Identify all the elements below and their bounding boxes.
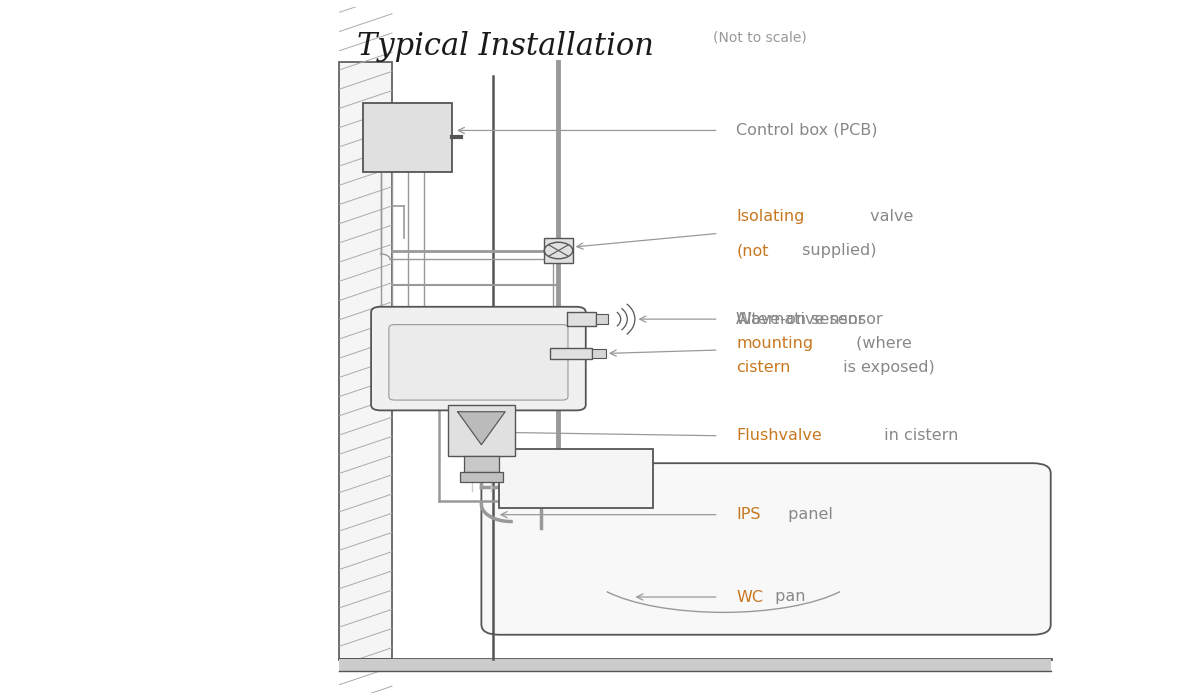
Text: is exposed): is exposed) (838, 360, 935, 374)
Bar (340, 659, 1051, 671)
Bar (545, 238, 572, 263)
Bar (566, 312, 596, 326)
Bar (592, 349, 606, 358)
Text: Alternative sensor: Alternative sensor (737, 312, 883, 327)
FancyBboxPatch shape (389, 325, 568, 400)
Text: in cistern: in cistern (878, 428, 958, 443)
Text: (where: (where (852, 335, 912, 351)
Text: cistern: cistern (737, 360, 791, 374)
Text: panel: panel (784, 508, 833, 522)
FancyBboxPatch shape (371, 307, 586, 410)
Bar (448, 405, 515, 456)
Bar (463, 456, 499, 472)
Text: valve: valve (865, 209, 913, 224)
Bar (550, 348, 592, 359)
Text: Wave-on sensor: Wave-on sensor (737, 312, 865, 327)
Text: Control box (PCB): Control box (PCB) (737, 123, 878, 138)
Text: WC: WC (737, 589, 763, 605)
Text: Flushvalve: Flushvalve (737, 428, 822, 443)
Bar (596, 314, 608, 324)
Text: (not: (not (737, 243, 769, 258)
Text: Isolating: Isolating (737, 209, 805, 224)
Text: (Not to scale): (Not to scale) (713, 31, 806, 45)
Bar (460, 472, 503, 482)
Bar (340, 62, 392, 659)
Text: Typical Installation: Typical Installation (356, 31, 654, 62)
Bar (499, 449, 653, 508)
Text: IPS: IPS (737, 508, 761, 522)
Text: supplied): supplied) (797, 243, 876, 258)
Text: mounting: mounting (737, 335, 814, 351)
FancyBboxPatch shape (481, 463, 1051, 635)
Bar (362, 103, 451, 172)
Polygon shape (457, 412, 505, 444)
Text: pan: pan (769, 589, 805, 605)
